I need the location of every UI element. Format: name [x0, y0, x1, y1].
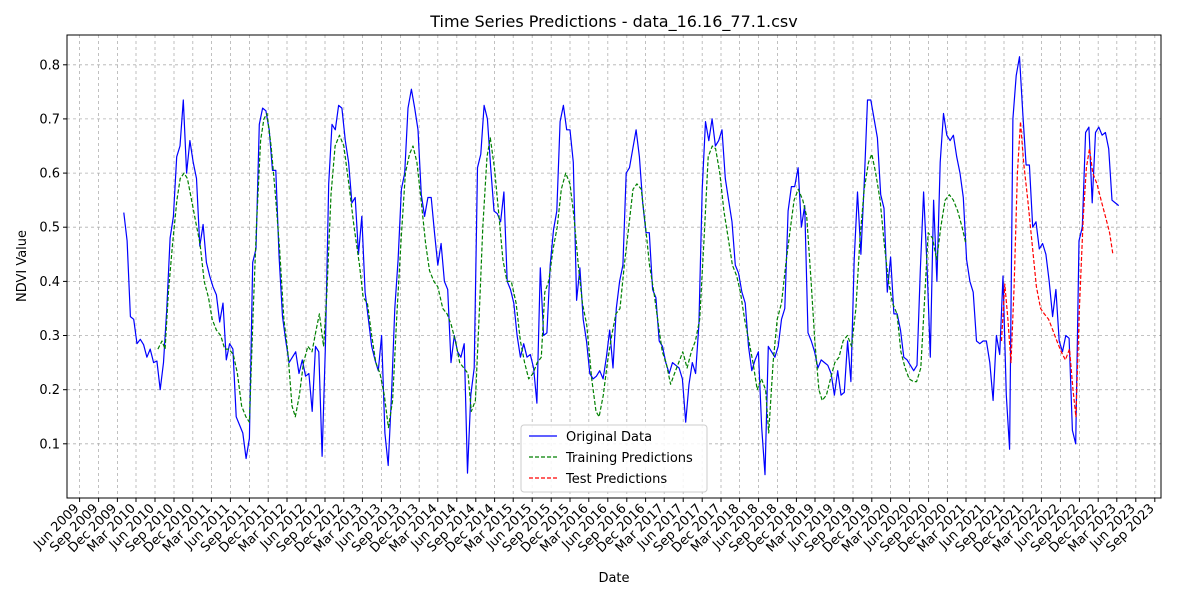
- y-axis-label: NDVI Value: [15, 230, 30, 302]
- chart-title: Time Series Predictions - data_16.16_77.…: [429, 12, 797, 32]
- y-tick-label: 0.4: [39, 275, 60, 290]
- plot-frame: [66, 34, 1162, 499]
- series-line-original: [123, 56, 1120, 476]
- y-tick-label: 0.5: [39, 221, 60, 236]
- legend-label-original: Original Data: [566, 430, 652, 445]
- y-tick-label: 0.3: [39, 329, 60, 344]
- plot-area: [123, 56, 1120, 476]
- grid-lines: [67, 35, 1161, 498]
- y-axis: 0.1 0.2 0.3 0.4 0.5 0.6 0.7 0.8: [39, 58, 67, 452]
- x-axis-label: Date: [598, 571, 629, 586]
- legend-label-training: Training Predictions: [565, 451, 693, 466]
- series-line-training: [157, 112, 967, 434]
- legend: Original Data Training Predictions Test …: [520, 424, 708, 493]
- y-tick-label: 0.6: [39, 167, 60, 182]
- y-tick-label: 0.8: [39, 58, 60, 73]
- legend-box: [520, 424, 708, 493]
- y-tick-label: 0.2: [39, 383, 60, 398]
- y-tick-label: 0.1: [39, 437, 60, 452]
- legend-label-test: Test Predictions: [565, 472, 667, 487]
- series-line-test: [1000, 120, 1114, 418]
- y-tick-label: 0.7: [39, 112, 60, 127]
